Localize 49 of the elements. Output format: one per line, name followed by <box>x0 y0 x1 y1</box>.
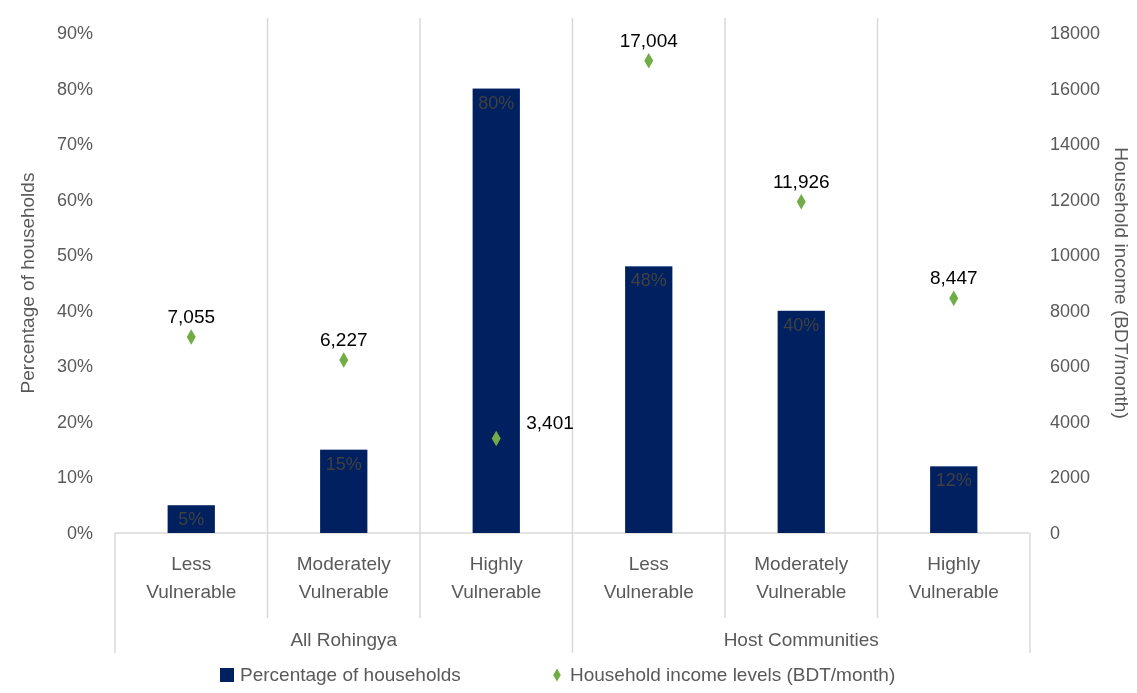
x-tick-label: Moderately Vulnerable <box>754 553 849 602</box>
y-tick-label: 0% <box>66 523 93 543</box>
data-label: 3,401 <box>526 411 574 433</box>
y-axis-title: Percentage of households <box>17 172 38 394</box>
y-tick-label: 60% <box>56 189 93 210</box>
data-label: 12% <box>935 470 972 491</box>
y2-tick-label: 12000 <box>1050 189 1101 210</box>
data-label: 8,447 <box>929 267 978 289</box>
bar <box>777 310 825 533</box>
x-tick-label: Highly Vulnerable <box>908 553 999 602</box>
bar <box>625 266 673 533</box>
y-tick-label: 10% <box>56 467 93 488</box>
y2-tick-label: 6000 <box>1050 356 1091 377</box>
x-tick-label: Less Vulnerable <box>146 553 237 602</box>
x-tick-label: Highly Vulnerable <box>451 553 542 602</box>
y2-tick-label: 18000 <box>1050 23 1101 43</box>
y-tick-label: 50% <box>56 245 93 266</box>
y-tick-label: 90% <box>56 23 93 43</box>
x-tick-label: Moderately Vulnerable <box>296 553 392 602</box>
y2-tick-label: 0 <box>1050 523 1061 543</box>
bar <box>930 466 978 533</box>
bar <box>320 449 368 533</box>
data-label: 7,055 <box>167 306 216 328</box>
y2-tick-label: 8000 <box>1050 300 1091 321</box>
data-label: 17,004 <box>619 29 679 51</box>
text: Host Communities <box>723 629 879 650</box>
y2-tick-label: 14000 <box>1050 134 1101 155</box>
y-tick-label: 80% <box>56 78 93 99</box>
data-label: 48% <box>630 270 667 291</box>
data-label: 11,926 <box>772 170 830 192</box>
y2-tick-label: 2000 <box>1050 467 1091 488</box>
y-tick-label: 30% <box>56 356 93 377</box>
bar <box>472 88 520 533</box>
data-label: 15% <box>325 453 362 474</box>
y2-tick-label: 16000 <box>1050 78 1101 99</box>
legend-label: Household income levels (BDT/month) <box>570 664 896 685</box>
data-label: 40% <box>783 314 820 335</box>
y-tick-label: 40% <box>56 300 93 321</box>
y2-tick-label: 10000 <box>1050 245 1101 266</box>
y2-axis-title: Household income (BDT/month) <box>1111 147 1132 419</box>
data-label: 80% <box>478 92 515 113</box>
y-tick-label: 70% <box>56 134 93 155</box>
y-tick-label: 20% <box>56 411 93 432</box>
data-label: 5% <box>178 509 205 530</box>
text: All Rohingya <box>290 629 398 650</box>
legend-label: Percentage of households <box>240 664 461 685</box>
x-tick-label: Less Vulnerable <box>603 553 694 602</box>
y2-tick-label: 4000 <box>1050 411 1091 432</box>
data-label: 6,227 <box>319 329 368 351</box>
